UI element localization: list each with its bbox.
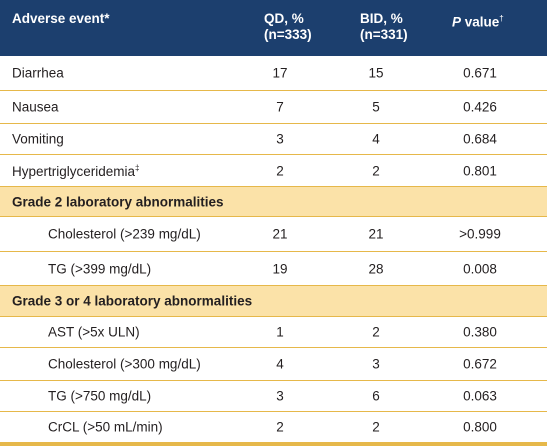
row-event: Diarrhea bbox=[12, 65, 64, 81]
table-row: Cholesterol (>239 mg/dL) 21 21 >0.999 bbox=[0, 217, 547, 252]
table-row: AST (>5x ULN) 1 2 0.380 bbox=[0, 317, 547, 348]
header-qd: QD, % (n=333) bbox=[264, 11, 312, 43]
row-p: 0.426 bbox=[463, 99, 497, 115]
row-bid: 6 bbox=[372, 388, 380, 404]
row-qd: 2 bbox=[276, 163, 284, 178]
row-p: >0.999 bbox=[459, 226, 501, 242]
table-row: TG (>750 mg/dL) 3 6 0.063 bbox=[0, 381, 547, 412]
row-event-text: Hypertriglyceridemia bbox=[12, 163, 136, 179]
header-bid-n: (n=331) bbox=[360, 27, 408, 42]
row-qd: 2 bbox=[276, 419, 284, 434]
row-event: Cholesterol (>300 mg/dL) bbox=[48, 356, 201, 372]
row-qd: 3 bbox=[276, 131, 284, 147]
table-row: Nausea 7 5 0.426 bbox=[0, 91, 547, 124]
row-event: Vomiting bbox=[12, 131, 64, 147]
header-p-italic: P bbox=[452, 14, 462, 30]
section-header-grade-2: Grade 2 laboratory abnormalities bbox=[0, 187, 547, 217]
table-row: TG (>399 mg/dL) 19 28 0.008 bbox=[0, 252, 547, 286]
header-bid-label: BID, % bbox=[360, 11, 403, 26]
row-p: 0.684 bbox=[463, 131, 497, 147]
row-bid: 3 bbox=[372, 356, 380, 372]
row-p: 0.801 bbox=[463, 163, 497, 178]
header-p-rest: value bbox=[461, 14, 500, 30]
row-qd: 21 bbox=[272, 226, 288, 242]
row-qd: 7 bbox=[276, 99, 284, 115]
row-event: CrCL (>50 mL/min) bbox=[48, 419, 163, 434]
row-p: 0.671 bbox=[463, 65, 497, 81]
header-p-footnote: † bbox=[499, 14, 504, 23]
row-event: Hypertriglyceridemia‡ bbox=[12, 163, 140, 179]
table-row: Cholesterol (>300 mg/dL) 4 3 0.672 bbox=[0, 348, 547, 381]
table-header: Adverse event* QD, % (n=333) BID, % (n=3… bbox=[0, 0, 547, 56]
row-bid: 4 bbox=[372, 131, 380, 147]
row-qd: 17 bbox=[272, 65, 288, 81]
table-row: Diarrhea 17 15 0.671 bbox=[0, 56, 547, 91]
header-qd-label: QD, % bbox=[264, 11, 304, 26]
row-bid: 28 bbox=[368, 261, 384, 276]
row-p: 0.008 bbox=[463, 261, 497, 276]
header-p-value: P value† bbox=[452, 11, 504, 31]
header-qd-n: (n=333) bbox=[264, 27, 312, 42]
section-header-grade-3-4: Grade 3 or 4 laboratory abnormalities bbox=[0, 286, 547, 317]
row-bid: 2 bbox=[372, 419, 380, 434]
row-event: TG (>750 mg/dL) bbox=[48, 388, 152, 404]
row-p: 0.380 bbox=[463, 324, 497, 340]
row-p: 0.800 bbox=[463, 419, 497, 434]
row-event: Cholesterol (>239 mg/dL) bbox=[48, 226, 201, 242]
row-p: 0.063 bbox=[463, 388, 497, 404]
row-event: AST (>5x ULN) bbox=[48, 324, 140, 340]
row-qd: 4 bbox=[276, 356, 284, 372]
table-row: Hypertriglyceridemia‡ 2 2 0.801 bbox=[0, 155, 547, 187]
row-qd: 3 bbox=[276, 388, 284, 404]
row-bid: 15 bbox=[368, 65, 384, 81]
row-event: Nausea bbox=[12, 99, 59, 115]
header-bid: BID, % (n=331) bbox=[360, 11, 408, 43]
row-qd: 19 bbox=[272, 261, 288, 276]
row-p: 0.672 bbox=[463, 356, 497, 372]
row-bid: 2 bbox=[372, 163, 380, 178]
row-bid: 21 bbox=[368, 226, 384, 242]
bottom-rule bbox=[0, 442, 547, 446]
row-event-footnote: ‡ bbox=[135, 162, 140, 172]
section-title: Grade 3 or 4 laboratory abnormalities bbox=[12, 293, 253, 309]
row-bid: 5 bbox=[372, 99, 380, 115]
row-qd: 1 bbox=[276, 324, 284, 340]
row-event: TG (>399 mg/dL) bbox=[48, 261, 152, 276]
table-row: CrCL (>50 mL/min) 2 2 0.800 bbox=[0, 412, 547, 441]
header-adverse-event: Adverse event* bbox=[12, 11, 110, 26]
section-title: Grade 2 laboratory abnormalities bbox=[12, 194, 224, 209]
table-row: Vomiting 3 4 0.684 bbox=[0, 124, 547, 155]
row-bid: 2 bbox=[372, 324, 380, 340]
